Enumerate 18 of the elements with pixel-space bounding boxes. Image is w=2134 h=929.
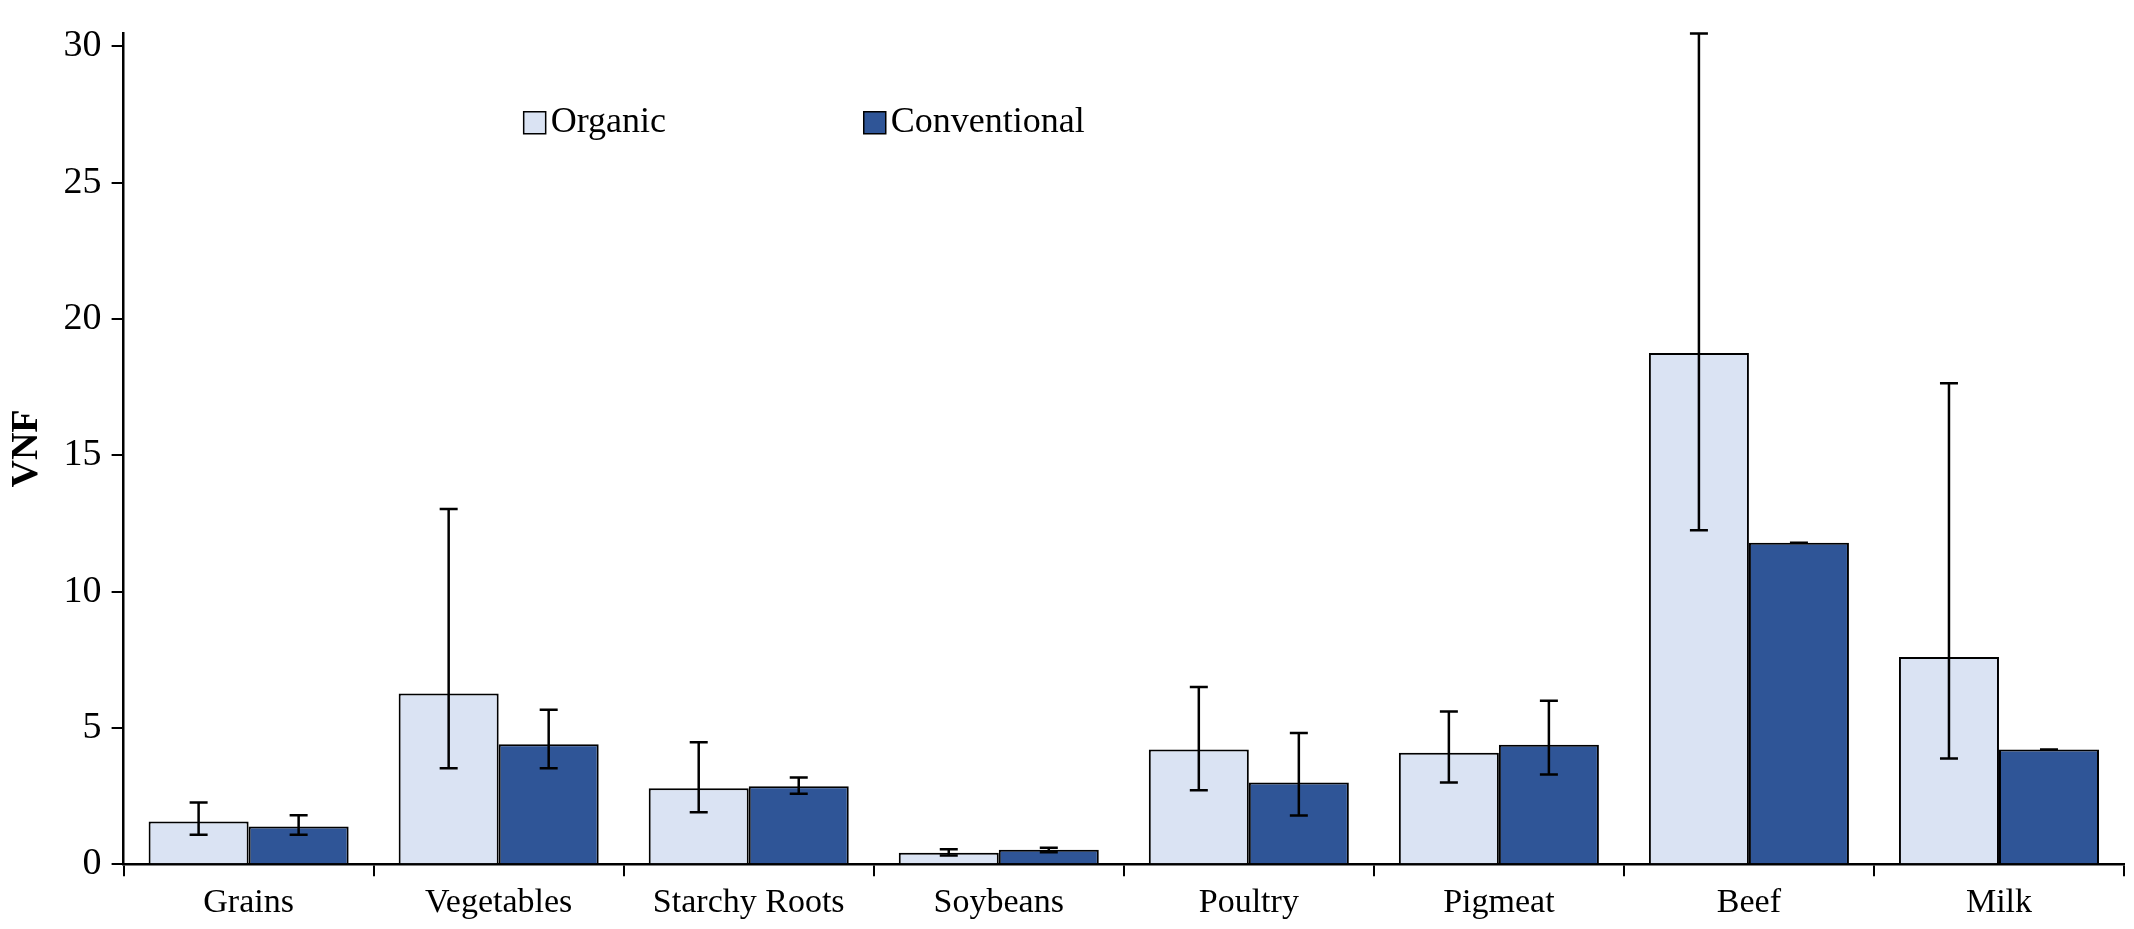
y-tick-label: 5 xyxy=(82,703,102,746)
x-tick-label: Starchy Roots xyxy=(652,881,845,919)
y-tick-label: 0 xyxy=(82,840,102,883)
x-tick-label: Grains xyxy=(203,881,294,919)
x-tick-label: Poultry xyxy=(1198,881,1299,919)
x-tick-label: Beef xyxy=(1716,881,1782,919)
x-tick-label: Vegetables xyxy=(425,881,573,919)
legend-label: Conventional xyxy=(890,100,1085,141)
y-tick-label: 25 xyxy=(63,158,102,201)
x-tick-label: Pigmeat xyxy=(1443,881,1556,919)
x-tick-label: Soybeans xyxy=(933,881,1064,919)
y-tick-label: 15 xyxy=(63,431,102,474)
y-tick-label: 20 xyxy=(63,295,102,337)
y-axis-title: VNF xyxy=(2,409,45,488)
legend-label: Organic xyxy=(550,100,666,141)
y-tick-label: 10 xyxy=(63,567,102,610)
y-tick-label: 30 xyxy=(63,22,102,65)
x-tick-label: Milk xyxy=(1965,881,2033,919)
